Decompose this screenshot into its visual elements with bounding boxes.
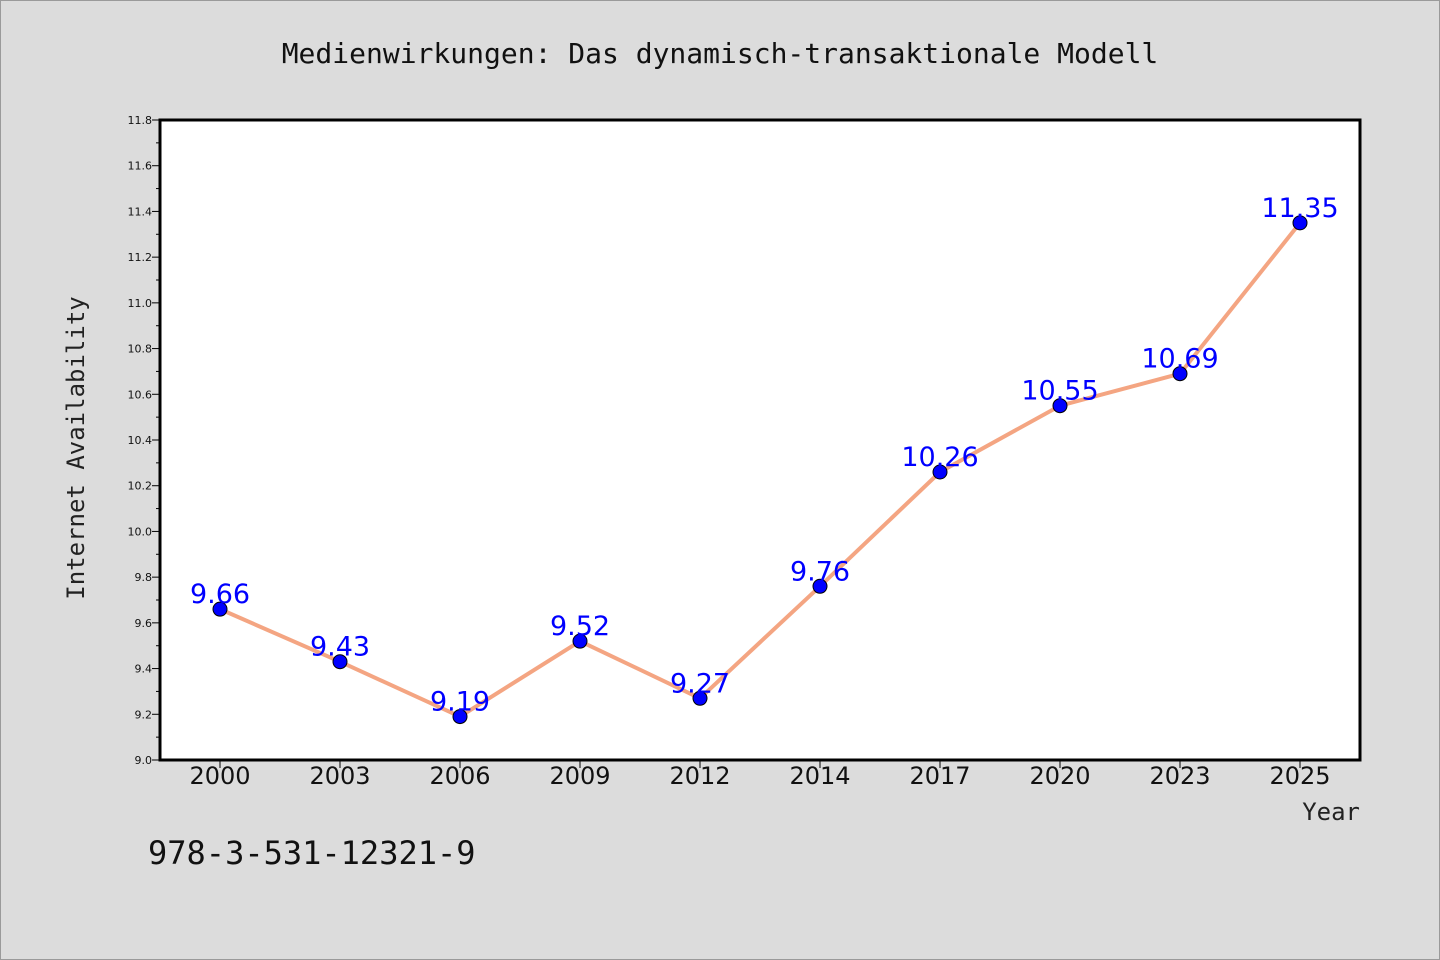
y-tick-label: 11.8 [128, 114, 153, 127]
y-tick-label: 9.2 [135, 708, 153, 721]
x-tick-label: 2025 [1269, 762, 1330, 790]
y-tick-label: 11.6 [128, 160, 153, 173]
x-tick-label: 2023 [1149, 762, 1210, 790]
data-label-group: 9.66 9.43 9.19 9.52 9.27 9.76 10.26 10.55 10.69 1… [190, 193, 1339, 718]
data-point [212, 601, 228, 617]
data-point [332, 654, 348, 670]
y-tick-label: 10.2 [128, 480, 153, 493]
series-line-group [218, 220, 1302, 719]
y-tick-label: 10.0 [128, 525, 153, 538]
x-tick-label: 2003 [309, 762, 370, 790]
x-tick-label: 2012 [669, 762, 730, 790]
data-point [452, 709, 468, 725]
y-axis: 9.0 9.2 9.4 9.6 9.8 10.0 10.2 10.4 10.6 10.8 11.0 1… [128, 114, 160, 767]
data-label: 9.27 [670, 668, 730, 699]
x-tick-label: 2017 [909, 762, 970, 790]
chart-title: Medienwirkungen: Das dynamisch-transakti… [282, 37, 1159, 70]
series-line [218, 220, 1302, 719]
data-point [1052, 398, 1068, 414]
x-tick-label: 2020 [1029, 762, 1090, 790]
y-axis-label: Internet Availability [62, 296, 90, 599]
x-tick-label: 2006 [429, 762, 490, 790]
x-tick-label: 2009 [549, 762, 610, 790]
data-label: 9.19 [430, 687, 490, 718]
x-axis-label: Year [1302, 798, 1360, 826]
y-tick-label: 10.6 [128, 388, 153, 401]
x-tick-label: 2000 [189, 762, 250, 790]
data-point [1172, 366, 1188, 382]
x-axis: 2000 2003 2006 2009 2012 2014 2017 2020 2023 2025 [189, 760, 1331, 790]
data-point [1292, 215, 1308, 231]
y-tick-label: 9.8 [135, 571, 153, 584]
data-label: 9.76 [790, 556, 850, 587]
data-label: 9.43 [310, 632, 370, 663]
data-point [572, 633, 588, 649]
data-point [812, 578, 828, 594]
y-tick-label: 10.4 [128, 434, 153, 447]
y-tick-label: 9.0 [135, 754, 153, 767]
data-label: 9.66 [190, 579, 250, 610]
data-label: 10.55 [1021, 376, 1098, 407]
data-point [692, 690, 708, 706]
data-label: 9.52 [550, 611, 610, 642]
isbn-footer: 978-3-531-12321-9 [148, 834, 476, 872]
data-label: 11.35 [1261, 193, 1338, 224]
data-marker-group [212, 215, 1308, 725]
y-tick-label: 11.2 [128, 251, 153, 264]
y-tick-label: 10.8 [128, 343, 153, 356]
x-tick-label: 2014 [789, 762, 850, 790]
y-tick-label: 9.6 [135, 617, 153, 630]
y-tick-label: 11.0 [128, 297, 153, 310]
plot-area [158, 118, 1362, 762]
y-tick-label: 9.4 [135, 663, 153, 676]
data-point [932, 464, 948, 480]
y-tick-label: 11.4 [128, 205, 153, 218]
data-label: 10.26 [901, 442, 978, 473]
data-label: 10.69 [1141, 344, 1218, 375]
